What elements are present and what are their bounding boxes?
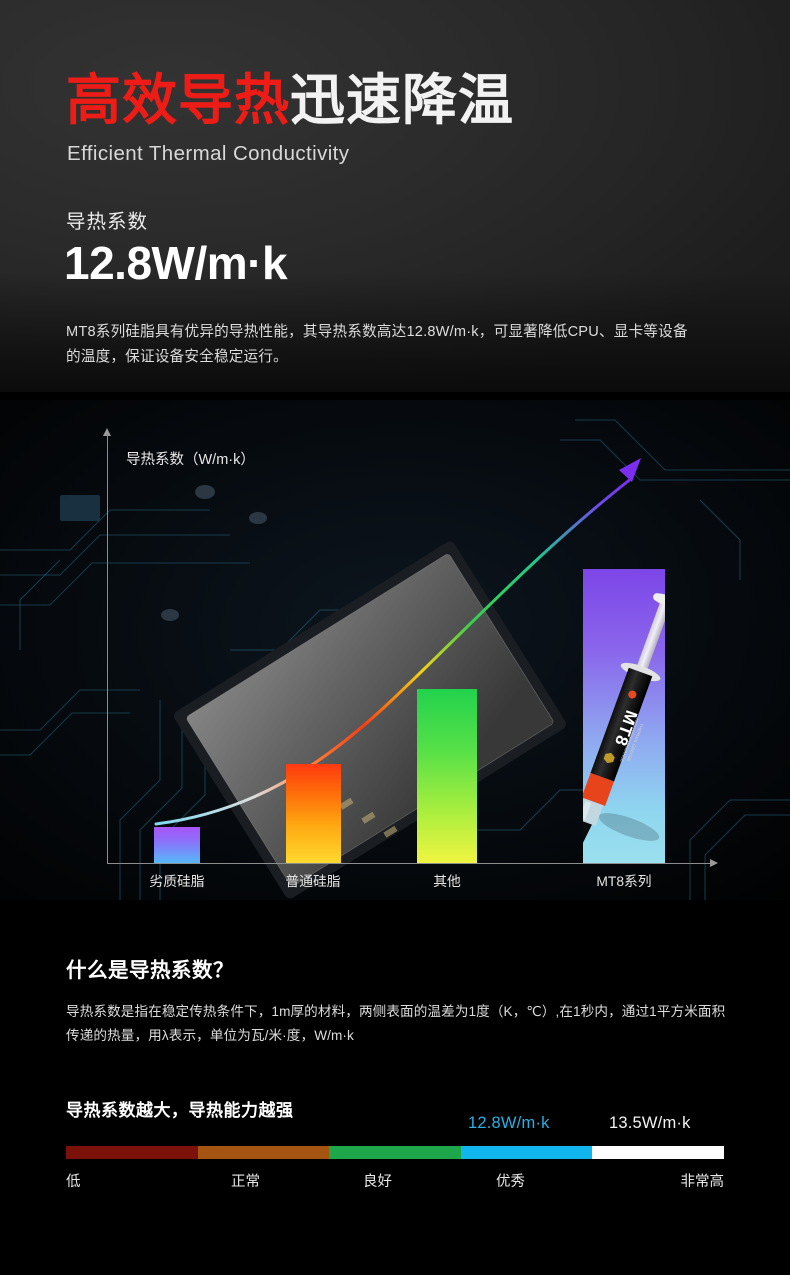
scale-label: 低 — [66, 1174, 81, 1190]
chart-background-image — [0, 400, 790, 900]
x-axis-line — [107, 863, 712, 864]
chart-bars: MT8 HIGH PERFORMANCE THERMAL GREASE — [0, 400, 790, 863]
bar-item — [154, 827, 200, 863]
y-axis-title: 导热系数（W/m·k） — [126, 452, 255, 468]
scale-segment — [197, 1146, 330, 1159]
y-axis-line — [107, 434, 108, 864]
page-title-white: 迅速降温 — [290, 69, 515, 131]
scale-marker-highlight: 12.8W/m·k — [468, 1114, 550, 1132]
definition-body: 导热系数是指在稳定传热条件下，1m厚的材料，两侧表面的温差为1度（K，℃）,在1… — [66, 1004, 726, 1043]
scale-segment — [329, 1146, 461, 1159]
scale-segment — [66, 1146, 198, 1159]
scale-segment — [460, 1146, 593, 1159]
scale-label: 良好 — [363, 1174, 392, 1190]
spec-value: 12.8W/m·k — [64, 237, 288, 289]
page-title: 高效导热迅速降温 — [66, 69, 515, 131]
thermal-conductivity-chart: 导热系数（W/m·k） — [0, 400, 790, 900]
category-label: MT8系列 — [596, 874, 652, 889]
scale-marker-secondary: 13.5W/m·k — [609, 1114, 691, 1132]
category-label: 普通硅脂 — [285, 874, 341, 889]
scale-label: 非常高 — [680, 1174, 725, 1190]
scale-title: 导热系数越大，导热能力越强 — [66, 1101, 294, 1120]
x-axis-arrow-icon — [710, 859, 718, 867]
scale-label: 优秀 — [496, 1174, 525, 1190]
spec-description: MT8系列硅脂具有优异的导热性能，其导热系数高达12.8W/m·k，可显著降低C… — [66, 324, 688, 365]
spec-label: 导热系数 — [66, 211, 149, 233]
definition-title: 什么是导热系数？ — [66, 959, 234, 982]
y-axis-arrow-icon — [103, 428, 111, 436]
category-label: 劣质硅脂 — [149, 874, 205, 889]
chart-category-labels: 劣质硅脂 普通硅脂 其他 MT8系列 — [0, 870, 790, 896]
scale-segment — [592, 1146, 724, 1159]
scale-labels: 低 正常 良好 优秀 非常高 — [66, 1170, 724, 1194]
scale-gradient-bar — [66, 1146, 724, 1159]
category-label: 其他 — [433, 874, 461, 889]
bar-item — [286, 764, 341, 863]
page-title-red: 高效导热 — [66, 69, 291, 131]
page-subtitle: Efficient Thermal Conductivity — [67, 142, 350, 165]
bar-item-product: MT8 HIGH PERFORMANCE THERMAL GREASE — [583, 569, 665, 863]
bar-item — [417, 689, 477, 863]
scale-label: 正常 — [231, 1174, 260, 1190]
header-panel — [0, 0, 790, 392]
